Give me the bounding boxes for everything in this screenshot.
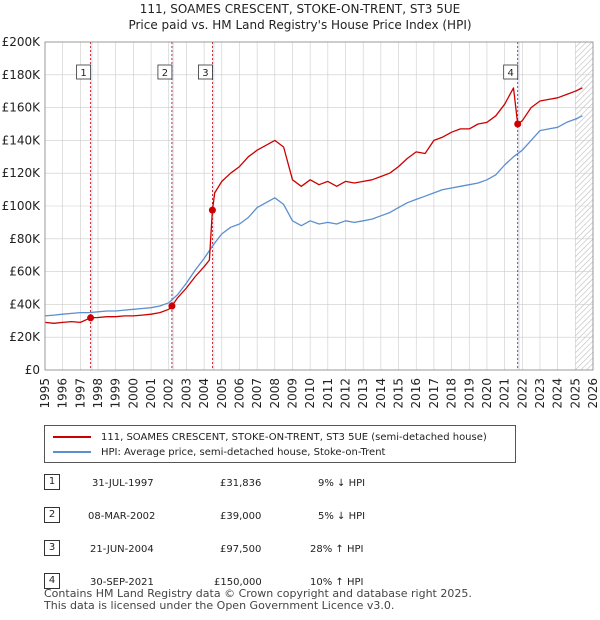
legend-label-property: 111, SOAMES CRESCENT, STOKE-ON-TRENT, ST… xyxy=(101,431,487,443)
sale-point xyxy=(87,314,95,322)
sale-row: 2 08-MAR-2002 £39,000 5% ↓ HPI xyxy=(44,507,464,527)
x-tick-label: 2022 xyxy=(515,378,529,409)
x-tick-label: 2016 xyxy=(409,378,423,409)
sale-number-label: 4 xyxy=(508,68,514,79)
sale-hpi-diff: 10% ↑ HPI xyxy=(310,577,364,588)
x-tick-label: 2000 xyxy=(126,378,140,409)
sale-date: 08-MAR-2002 xyxy=(88,511,156,522)
y-tick-label: £180K xyxy=(2,68,42,82)
footer: Contains HM Land Registry data © Crown c… xyxy=(44,588,472,612)
sale-number-box xyxy=(76,64,92,80)
y-tick-label: £40K xyxy=(9,297,41,311)
x-tick-label: 1998 xyxy=(91,378,105,409)
legend-label-hpi: HPI: Average price, semi-detached house,… xyxy=(101,446,386,458)
sale-number-box xyxy=(503,64,519,80)
x-tick-label: 2014 xyxy=(374,378,388,409)
sale-number-label: 1 xyxy=(80,68,86,79)
legend-swatch-property xyxy=(53,436,91,438)
x-tick-label: 2019 xyxy=(462,378,476,409)
legend-swatch-hpi xyxy=(53,451,91,453)
x-tick-label: 1995 xyxy=(38,378,52,409)
sale-row: 4 30-SEP-2021 £150,000 10% ↑ HPI xyxy=(44,573,464,593)
sale-hpi-diff: 9% ↓ HPI xyxy=(318,478,366,489)
sale-date: 31-JUL-1997 xyxy=(92,478,154,489)
sale-date: 30-SEP-2021 xyxy=(90,577,154,588)
x-tick-label: 2018 xyxy=(445,378,459,409)
x-tick-label: 2025 xyxy=(568,378,582,409)
plot-frame xyxy=(44,41,594,371)
y-tick-label: £140K xyxy=(2,133,42,147)
sale-point xyxy=(168,302,176,310)
y-tick-label: £100K xyxy=(2,199,42,213)
sale-number-label: 3 xyxy=(202,68,208,79)
x-tick-label: 2004 xyxy=(197,378,211,409)
x-tick-label: 2012 xyxy=(339,378,353,409)
sale-hpi-diff: 28% ↑ HPI xyxy=(310,544,364,555)
sale-price: £150,000 xyxy=(214,577,262,588)
sale-hpi-diff: 5% ↓ HPI xyxy=(318,511,366,522)
x-tick-label: 2015 xyxy=(392,378,406,409)
sale-row: 3 21-JUN-2004 £97,500 28% ↑ HPI xyxy=(44,540,464,560)
sale-point xyxy=(514,120,522,128)
y-tick-label: £200K xyxy=(2,35,42,49)
x-tick-label: 2009 xyxy=(285,378,299,409)
y-tick-label: £120K xyxy=(2,166,42,180)
x-tick-label: 2011 xyxy=(321,378,335,409)
price-chart: 1 2 3 4 £0 £20K £40K £60K £80K £100K £120K £140K £16… xyxy=(2,35,600,409)
chart-title: 111, SOAMES CRESCENT, STOKE-ON-TRENT, ST… xyxy=(139,2,461,16)
x-tick-label: 2021 xyxy=(498,378,512,409)
sale-number-badge: 3 xyxy=(44,540,60,556)
x-tick-label: 2013 xyxy=(356,378,370,409)
x-tick-label: 2020 xyxy=(480,378,494,409)
x-tick-label: 2001 xyxy=(144,378,158,409)
sale-number-badge: 1 xyxy=(44,474,60,490)
legend-item-property: 111, SOAMES CRESCENT, STOKE-ON-TRENT, ST… xyxy=(53,430,487,444)
y-tick-label: £160K xyxy=(2,101,42,115)
x-tick-label: 1997 xyxy=(73,378,87,409)
series-line-hpi xyxy=(44,115,583,317)
legend-item-hpi: HPI: Average price, semi-detached house,… xyxy=(53,445,385,459)
y-tick-label: £20K xyxy=(9,330,41,344)
x-tick-label: 2006 xyxy=(232,378,246,409)
sale-number-box xyxy=(157,64,173,80)
x-tick-label: 2003 xyxy=(179,378,193,409)
footer-licence: This data is licensed under the Open Gov… xyxy=(44,599,395,612)
y-tick-label: £0 xyxy=(25,363,40,377)
legend: 111, SOAMES CRESCENT, STOKE-ON-TRENT, ST… xyxy=(44,425,516,463)
x-tick-label: 2017 xyxy=(427,378,441,409)
x-tick-label: 2002 xyxy=(162,378,176,409)
sale-date: 21-JUN-2004 xyxy=(90,544,154,555)
y-tick-label: £60K xyxy=(9,265,41,279)
sale-number-badge: 4 xyxy=(44,573,60,589)
sale-number-box xyxy=(198,64,213,80)
sale-number-badge: 2 xyxy=(44,507,60,523)
sale-number-label: 2 xyxy=(162,68,168,79)
sale-price: £31,836 xyxy=(220,478,262,489)
sale-row: 1 31-JUL-1997 £31,836 9% ↓ HPI xyxy=(44,474,464,494)
x-tick-label: 1996 xyxy=(56,378,70,409)
x-tick-label: 2005 xyxy=(215,378,229,409)
footer-copyright: Contains HM Land Registry data © Crown c… xyxy=(44,587,472,600)
x-tick-label: 2008 xyxy=(268,378,282,409)
x-tick-label: 2026 xyxy=(586,378,600,409)
x-tick-label: 1999 xyxy=(109,378,123,409)
chart-subtitle: Price paid vs. HM Land Registry's House … xyxy=(128,18,472,32)
series-line-property xyxy=(44,87,583,324)
y-tick-label: £80K xyxy=(9,232,41,246)
sale-price: £97,500 xyxy=(220,544,262,555)
sale-price: £39,000 xyxy=(220,511,262,522)
sale-point xyxy=(208,206,216,214)
x-tick-label: 2007 xyxy=(250,378,264,409)
x-tick-label: 2023 xyxy=(533,378,547,409)
x-tick-label: 2010 xyxy=(303,378,317,409)
x-tick-label: 2024 xyxy=(551,378,565,409)
